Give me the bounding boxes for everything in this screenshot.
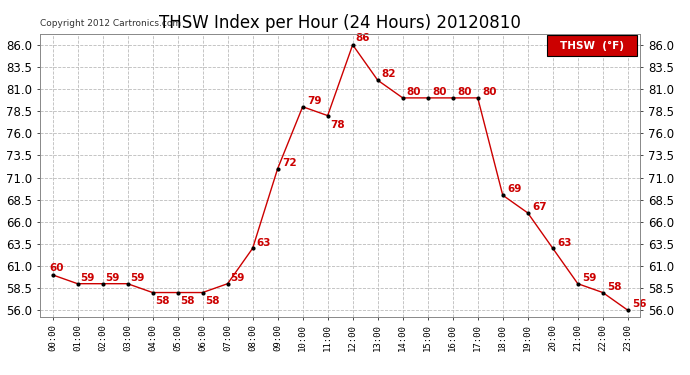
Text: 80: 80 bbox=[482, 87, 496, 97]
Text: 78: 78 bbox=[331, 120, 345, 130]
Text: 80: 80 bbox=[432, 87, 446, 97]
Text: 63: 63 bbox=[257, 237, 271, 248]
Text: 82: 82 bbox=[382, 69, 396, 80]
Text: 63: 63 bbox=[557, 237, 571, 248]
Text: 59: 59 bbox=[80, 273, 95, 283]
FancyBboxPatch shape bbox=[547, 35, 638, 56]
Text: THSW  (°F): THSW (°F) bbox=[560, 41, 624, 51]
Text: 59: 59 bbox=[106, 273, 119, 283]
Text: 86: 86 bbox=[355, 33, 370, 43]
Title: THSW Index per Hour (24 Hours) 20120810: THSW Index per Hour (24 Hours) 20120810 bbox=[159, 14, 521, 32]
Text: 58: 58 bbox=[607, 282, 622, 292]
Text: 80: 80 bbox=[457, 87, 471, 97]
Text: Copyright 2012 Cartronics.com: Copyright 2012 Cartronics.com bbox=[40, 19, 181, 28]
Text: 72: 72 bbox=[282, 158, 297, 168]
Text: 60: 60 bbox=[50, 262, 64, 273]
Text: 79: 79 bbox=[307, 96, 322, 106]
Text: 59: 59 bbox=[130, 273, 145, 283]
Text: 58: 58 bbox=[206, 296, 220, 306]
Text: 69: 69 bbox=[507, 184, 521, 195]
Text: 56: 56 bbox=[632, 300, 647, 309]
Text: 67: 67 bbox=[532, 202, 546, 212]
Text: 58: 58 bbox=[180, 296, 195, 306]
Text: 59: 59 bbox=[230, 273, 245, 283]
Text: 58: 58 bbox=[155, 296, 170, 306]
Text: 59: 59 bbox=[582, 273, 596, 283]
Text: 80: 80 bbox=[407, 87, 422, 97]
